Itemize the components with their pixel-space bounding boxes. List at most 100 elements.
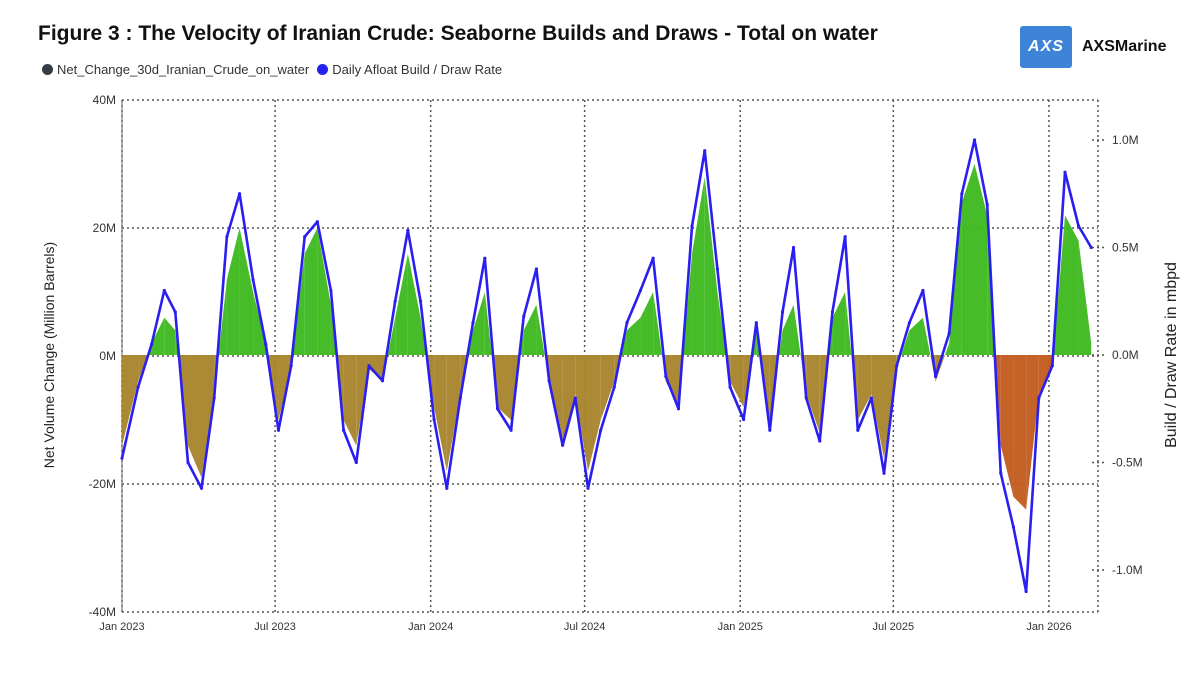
- build-area: [944, 343, 950, 356]
- build-area: [717, 292, 727, 356]
- rate-line-segment: [173, 310, 190, 464]
- rate-point: [522, 314, 526, 318]
- build-area: [536, 304, 545, 356]
- build-area: [523, 304, 537, 355]
- build-area: [226, 228, 240, 355]
- x-tick-label: Jul 2025: [873, 621, 915, 633]
- rate-line-segment: [973, 138, 989, 206]
- draw-area: [871, 355, 885, 459]
- draw-area: [368, 355, 383, 382]
- build-area: [253, 292, 266, 355]
- rate-line-segment: [921, 289, 937, 378]
- draw-area: [588, 355, 601, 472]
- rate-point: [136, 385, 140, 389]
- rate-point: [586, 486, 590, 490]
- rate-line-segment: [354, 364, 371, 464]
- rate-point: [264, 342, 268, 346]
- rate-point: [495, 407, 500, 411]
- rate-point: [1037, 396, 1041, 400]
- rate-point: [251, 278, 255, 282]
- rate-line-segment: [225, 192, 241, 239]
- rate-line-segment: [1051, 170, 1067, 368]
- rate-point: [972, 138, 977, 142]
- rate-point: [804, 396, 808, 400]
- legend-marker-daily-rate: [317, 64, 329, 75]
- rate-line-segment: [1037, 364, 1054, 400]
- y-axis-left-label: Net Volume Change (Million Barrels): [41, 242, 57, 468]
- legend-item-daily-rate[interactable]: Daily Afloat Build / Draw Rate: [317, 62, 502, 77]
- rate-line-segment: [289, 235, 306, 368]
- draw-area: [122, 355, 139, 446]
- rate-line-segment: [818, 310, 834, 443]
- rate-point: [367, 364, 371, 368]
- build-area: [961, 164, 975, 355]
- draw-area: [497, 355, 512, 420]
- draw-area: [201, 355, 215, 478]
- rate-point: [830, 310, 835, 314]
- build-area: [164, 317, 176, 355]
- rate-line-segment: [908, 289, 925, 325]
- rate-line-segment: [612, 321, 629, 389]
- rate-line-segment: [393, 229, 410, 303]
- build-area: [640, 292, 654, 355]
- rate-line-segment: [934, 332, 951, 378]
- rate-line-segment: [664, 375, 680, 411]
- draw-area: [446, 355, 461, 472]
- draw-area: [730, 355, 744, 408]
- rate-point: [276, 428, 281, 432]
- x-tick-label: Jan 2026: [1026, 621, 1071, 633]
- rate-point: [638, 288, 643, 293]
- rate-line-segment: [831, 235, 847, 314]
- rate-line-segment: [316, 220, 333, 292]
- build-area: [782, 304, 794, 355]
- rate-point: [1024, 589, 1028, 594]
- rate-point: [1063, 170, 1067, 174]
- rate-line-segment: [1024, 396, 1041, 593]
- build-area: [692, 176, 705, 355]
- rate-line-segment: [599, 385, 616, 432]
- rate-point: [393, 299, 397, 303]
- rate-point: [547, 379, 551, 383]
- rate-line-segment: [509, 314, 526, 432]
- build-area: [626, 317, 641, 355]
- build-area: [292, 253, 305, 356]
- rate-point: [768, 428, 772, 432]
- rate-line-segment: [483, 256, 499, 411]
- rate-point: [843, 235, 847, 239]
- rate-point: [895, 364, 899, 368]
- build-area: [239, 228, 254, 355]
- draw-area: [806, 355, 820, 433]
- rate-point: [818, 439, 822, 443]
- build-area: [704, 176, 718, 355]
- rate-line-segment: [870, 396, 886, 475]
- rate-line-segment: [471, 256, 487, 325]
- y-axis-right: 1.0M 0.5M 0.0M -0.5M -1.0M: [1092, 133, 1143, 577]
- logo-name: AXSMarine: [1082, 38, 1167, 55]
- build-area: [793, 304, 801, 356]
- rate-point: [856, 428, 860, 432]
- rate-line-segment: [251, 278, 268, 346]
- rate-point: [406, 228, 410, 232]
- rate-line-segment: [856, 396, 873, 432]
- draw-area: [343, 355, 357, 446]
- y-left-tick-label: -20M: [89, 477, 116, 491]
- rate-point: [907, 321, 911, 325]
- legend-item-net-change[interactable]: Net_Change_30d_Iranian_Crude_on_water: [42, 62, 309, 77]
- rate-point: [960, 192, 964, 196]
- rate-point: [120, 456, 124, 460]
- draw-area: [935, 355, 945, 382]
- rate-point: [1089, 245, 1093, 250]
- x-tick-label: Jul 2024: [564, 621, 606, 633]
- legend-label-daily-rate: Daily Afloat Build / Draw Rate: [332, 62, 503, 77]
- rate-point: [754, 321, 758, 325]
- rate-line-segment: [1077, 224, 1093, 249]
- y-left-tick-label: 20M: [93, 221, 116, 235]
- rate-point: [947, 331, 951, 336]
- rate-point: [934, 374, 938, 379]
- rate-point: [573, 396, 577, 400]
- rate-point: [612, 385, 616, 389]
- rate-point: [289, 364, 293, 368]
- x-tick-label: Jul 2023: [254, 621, 296, 633]
- rate-line-segment: [690, 149, 707, 228]
- rate-point: [186, 460, 190, 465]
